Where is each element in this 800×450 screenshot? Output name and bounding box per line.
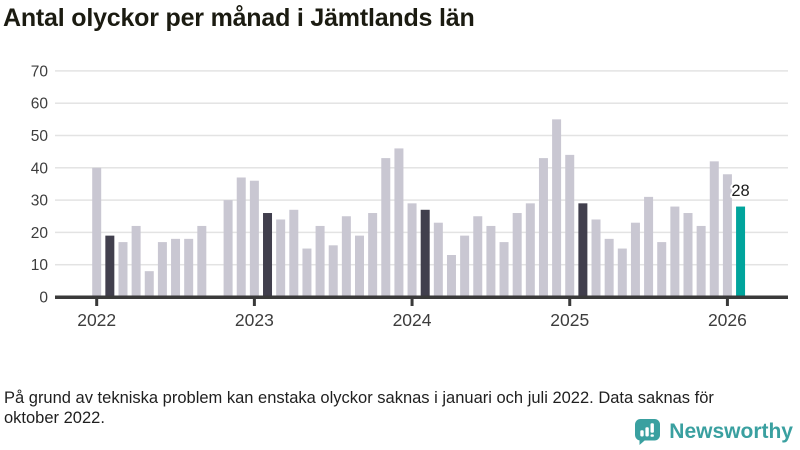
- x-tick: [95, 299, 99, 306]
- bar-2025-10: [683, 213, 693, 297]
- bar-2023-10: [368, 213, 378, 297]
- bar-2024-06: [473, 216, 483, 297]
- bar-2022-06: [157, 242, 167, 297]
- x-tick-label: 2026: [708, 310, 747, 330]
- x-tick-label: 2025: [550, 310, 589, 330]
- brand-name: Newsworthy: [669, 420, 793, 443]
- gridline: [55, 199, 788, 201]
- bar-2024-09: [512, 213, 522, 297]
- bar-2024-02: [420, 209, 430, 297]
- x-tick-label: 2022: [77, 310, 116, 330]
- bar-2022-12: [236, 177, 246, 297]
- page-title: Antal olyckor per månad i Jämtlands län: [3, 4, 475, 32]
- bar-2025-09: [670, 206, 680, 297]
- value-annotation: 28: [731, 182, 749, 200]
- y-tick-label: 40: [31, 160, 49, 177]
- x-tick-label: 2023: [235, 310, 274, 330]
- bar-2023-08: [341, 216, 351, 297]
- bar-2025-07: [644, 196, 654, 297]
- bar-2023-09: [355, 235, 364, 297]
- bar-2025-12: [709, 161, 719, 297]
- bar-2022-05: [144, 271, 154, 297]
- accidents-bar-chart: 0 10 20 30 40 50 60 70 2022 2023 2024 2025 2026 28: [31, 63, 788, 330]
- bar-2025-03: [591, 219, 601, 297]
- bar-2024-03: [433, 222, 443, 297]
- y-tick-label: 10: [31, 257, 49, 274]
- bar-2025-01: [565, 154, 575, 297]
- bar-2023-03: [276, 219, 286, 297]
- bar-2025-04: [604, 238, 614, 297]
- gridline: [55, 134, 788, 137]
- bar-2022-01: [92, 167, 102, 297]
- bar-2024-12: [552, 119, 562, 297]
- bar-2022-09: [197, 225, 207, 297]
- x-tick: [410, 299, 414, 306]
- x-tick: [725, 299, 729, 306]
- bar-2023-07: [328, 245, 338, 297]
- bar-2022-04: [131, 225, 141, 297]
- bar-2026-02: [736, 206, 746, 297]
- y-tick-label: 50: [31, 128, 49, 145]
- bar-2025-06: [630, 222, 640, 297]
- bar-2023-05: [302, 248, 312, 297]
- bar-2023-04: [289, 209, 299, 297]
- gridline: [55, 70, 788, 72]
- bar-2022-02: [105, 235, 115, 297]
- bar-2024-04: [446, 255, 456, 297]
- bar-2023-01: [249, 180, 259, 297]
- y-tick-label: 20: [31, 225, 49, 242]
- bar-2026-01: [722, 174, 732, 297]
- gridline: [55, 102, 788, 104]
- bar-2025-05: [617, 248, 627, 297]
- bar-2025-08: [657, 242, 667, 297]
- bar-2022-08: [184, 238, 194, 297]
- bar-2022-07: [171, 238, 181, 297]
- bar-2023-02: [263, 213, 273, 297]
- bar-2023-11: [381, 158, 391, 297]
- y-tick-label: 0: [39, 290, 48, 307]
- y-tick-label: 60: [31, 96, 49, 113]
- bar-2024-11: [538, 158, 548, 297]
- bar-2024-05: [460, 235, 470, 297]
- x-tick: [568, 299, 572, 306]
- x-tick-label: 2024: [393, 310, 432, 330]
- bar-2024-07: [486, 225, 496, 297]
- bar-2022-11: [223, 200, 233, 297]
- bar-chart-speech-bubble-icon: [635, 419, 661, 445]
- bar-2023-06: [315, 225, 325, 297]
- bar-2025-11: [696, 225, 706, 297]
- bar-2024-08: [499, 242, 509, 297]
- x-axis: [55, 295, 788, 299]
- x-tick: [252, 299, 256, 306]
- bar-2024-10: [525, 203, 535, 297]
- y-tick-label: 70: [31, 63, 49, 80]
- footnote: På grund av tekniska problem kan enstaka…: [4, 388, 714, 427]
- bar-2023-12: [394, 148, 404, 297]
- newsworthy-logo: Newsworthy: [634, 418, 793, 446]
- y-tick-label: 30: [31, 193, 49, 210]
- bar-2024-01: [407, 203, 417, 297]
- bar-2025-02: [578, 203, 588, 297]
- gridline: [55, 167, 788, 169]
- bar-2022-03: [118, 242, 128, 297]
